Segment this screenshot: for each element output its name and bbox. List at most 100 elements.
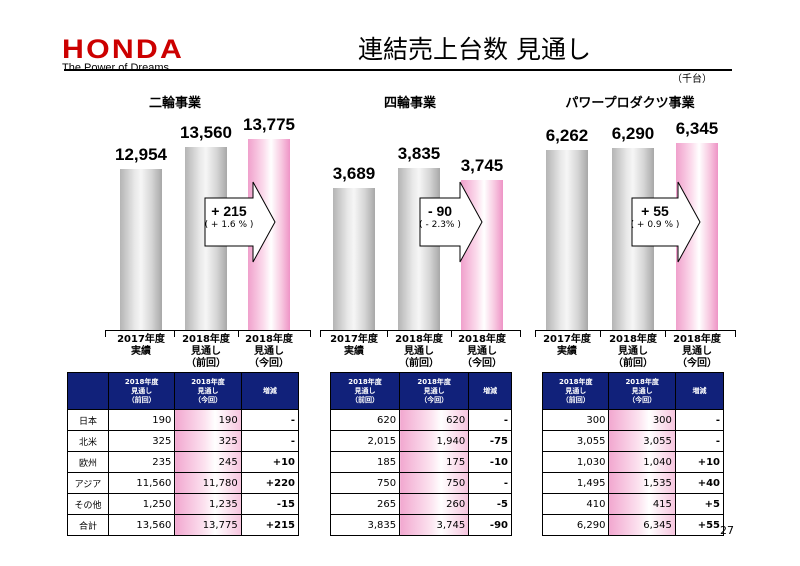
automobile-table-cell-2-2: -10 xyxy=(468,451,512,473)
motorcycle-table-cell-5-0: 13,560 xyxy=(107,514,176,536)
change-text-power-products: + 55( + 0.9 % ) xyxy=(620,203,690,230)
power-products-table-cell-1-1: 3,055 xyxy=(608,430,676,452)
page-number: 27 xyxy=(720,524,734,537)
bar-value-power-products-2: 6,345 xyxy=(675,119,719,138)
motorcycle-table-region-5: 合計 xyxy=(67,514,109,536)
power-products-table-cell-1-0: 3,055 xyxy=(541,430,610,452)
power-products-table-cell-5-0: 6,290 xyxy=(541,514,610,536)
automobile-table-cell-5-2: -90 xyxy=(468,514,512,536)
change-value-motorcycle: + 215 xyxy=(211,202,247,219)
automobile-table-cell-0-1: 620 xyxy=(399,409,470,431)
change-arrow-motorcycle xyxy=(204,181,276,263)
automobile-table-row-0: 620 620- xyxy=(329,409,512,431)
automobile-table-cell-4-1: 260 xyxy=(399,493,470,515)
motorcycle-table-region-3: アジア xyxy=(67,472,109,494)
automobile-table-cell-1-2: -75 xyxy=(468,430,512,452)
category-label-power-products-0: 2017年度 実績 xyxy=(543,334,591,357)
power-products-table-header-0: 2018年度 見通し （前回） xyxy=(541,372,610,410)
automobile-table-row-4: 265 260 -5 xyxy=(329,493,512,515)
automobile-table-cell-1-1: 1,940 xyxy=(399,430,470,452)
motorcycle-table-header-row: 2018年度 見通し （前回） 2018年度 見通し （今回） 増減 xyxy=(67,372,300,410)
chart-tick-power-products-0 xyxy=(535,330,536,337)
power-products-table-cell-4-2: +5 xyxy=(674,493,725,515)
power-products-table-row-0: 300 300- xyxy=(541,409,725,431)
bar-automobile-1 xyxy=(398,168,440,330)
change-value-automobile: - 90 xyxy=(427,202,453,219)
motorcycle-table-cell-5-1: 13,775 xyxy=(174,514,242,536)
automobile-table-cell-5-1: 3,745 xyxy=(399,514,470,536)
power-products-table-cell-3-1: 1,535 xyxy=(608,472,676,494)
motorcycle-table-cell-4-1: 1,235 xyxy=(174,493,242,515)
motorcycle-table-cell-1-2: - xyxy=(240,430,300,452)
change-text-motorcycle: + 215( + 1.6 % ) xyxy=(194,203,264,230)
automobile-table-header-row: 2018年度 見通し （前回） 2018年度 見通し （今回） 増減 xyxy=(329,372,512,410)
motorcycle-table-cell-2-0: 235 xyxy=(107,451,176,473)
automobile-table-cell-5-0: 3,835 xyxy=(329,514,401,536)
category-label-automobile-2: 2018年度 見通し （今回） xyxy=(458,334,506,369)
automobile-table-row-2: 185 175 -10 xyxy=(329,451,512,473)
power-products-table-cell-4-1: 415 xyxy=(608,493,676,515)
chart-tick-motorcycle-0 xyxy=(105,330,106,337)
power-products-table-cell-3-2: +40 xyxy=(674,472,725,494)
automobile-table-row-5: 3,835 3,745 -90 xyxy=(329,514,512,536)
bar-value-automobile-1: 3,835 xyxy=(397,144,441,163)
automobile-table-header-0: 2018年度 見通し （前回） xyxy=(329,372,401,410)
bar-value-motorcycle-2: 13,775 xyxy=(243,115,295,134)
motorcycle-table-region-1: 北米 xyxy=(67,430,109,452)
motorcycle-table-row-0: 日本 190 190- xyxy=(67,409,300,431)
chart-title-power-products: パワープロダクツ事業 xyxy=(565,96,695,111)
category-label-motorcycle-2: 2018年度 見通し （今回） xyxy=(245,334,293,369)
change-arrow-shape-motorcycle xyxy=(204,181,276,263)
chart-tick-automobile-3 xyxy=(520,330,521,337)
power-products-table-row-5: 6,290 6,345 +55 xyxy=(541,514,725,536)
power-products-table-cell-3-0: 1,495 xyxy=(541,472,610,494)
motorcycle-table-cell-2-1: 245 xyxy=(174,451,242,473)
change-percent-motorcycle: ( + 1.6 % ) xyxy=(204,219,254,230)
power-products-table-cell-2-1: 1,040 xyxy=(608,451,676,473)
honda-logo: HONDA xyxy=(62,34,185,64)
automobile-table-header-2: 増減 xyxy=(468,372,512,410)
chart-title-motorcycle: 二輪事業 xyxy=(148,96,201,111)
chart-tick-motorcycle-2 xyxy=(237,330,239,337)
power-products-table-cell-2-0: 1,030 xyxy=(541,451,610,473)
power-products-table-header-1: 2018年度 見通し （今回） xyxy=(608,372,676,410)
bar-value-automobile-2: 3,745 xyxy=(460,156,504,176)
motorcycle-table-cell-3-0: 11,560 xyxy=(107,472,176,494)
bar-automobile-0 xyxy=(333,187,375,330)
automobile-table-cell-4-2: -5 xyxy=(468,493,512,515)
change-text-automobile: - 90( - 2.3% ) xyxy=(405,203,475,230)
unit-label: （千台） xyxy=(672,74,712,85)
motorcycle-table-region-4: その他 xyxy=(67,493,109,515)
automobile-table-header-1: 2018年度 見通し （今回） xyxy=(399,372,470,410)
motorcycle-table-cell-5-2: +215 xyxy=(240,514,300,536)
motorcycle-table-row-2: 欧州 235 245 +10 xyxy=(67,451,300,473)
motorcycle-table-header-region xyxy=(67,372,109,410)
change-arrow-shape-automobile xyxy=(419,181,483,263)
power-products-table-cell-0-2: - xyxy=(674,409,725,431)
change-percent-power-products: ( + 0.9 % ) xyxy=(630,219,680,230)
table-motorcycle: 2018年度 見通し （前回） 2018年度 見通し （今回） 増減 日本 190 190- 北米 3… xyxy=(67,372,300,536)
power-products-table-row-4: 410 415 +5 xyxy=(541,493,725,515)
motorcycle-table-cell-0-0: 190 xyxy=(107,409,176,431)
motorcycle-table-row-3: アジア 11,560 11,780 +220 xyxy=(67,472,300,494)
bar-value-power-products-1: 6,290 xyxy=(611,123,655,143)
table-automobile: 2018年度 見通し （前回） 2018年度 見通し （今回） 増減 620 620-2,015… xyxy=(329,372,512,536)
motorcycle-table-cell-3-2: +220 xyxy=(240,472,300,494)
chart-tick-motorcycle-3 xyxy=(310,330,311,337)
category-label-power-products-2: 2018年度 見通し （今回） xyxy=(673,334,721,369)
automobile-table-cell-1-0: 2,015 xyxy=(329,430,401,452)
motorcycle-table-cell-1-1: 325 xyxy=(174,430,242,452)
motorcycle-table-cell-2-2: +10 xyxy=(240,451,300,473)
category-label-automobile-1: 2018年度 見通し （前回） xyxy=(395,334,443,369)
chart-tick-power-products-1 xyxy=(600,330,601,337)
bar-value-motorcycle-1: 13,560 xyxy=(180,122,232,142)
change-arrow-shape-power-products xyxy=(631,181,701,263)
motorcycle-table-cell-4-2: -15 xyxy=(240,493,300,515)
change-arrow-automobile xyxy=(419,181,483,263)
bar-value-motorcycle-0: 12,954 xyxy=(115,145,167,165)
motorcycle-table-region-0: 日本 xyxy=(67,409,109,431)
power-products-table-row-2: 1,030 1,040 +10 xyxy=(541,451,725,473)
power-products-table-cell-4-0: 410 xyxy=(541,493,610,515)
power-products-table-cell-0-0: 300 xyxy=(541,409,610,431)
automobile-table-cell-2-1: 175 xyxy=(399,451,470,473)
